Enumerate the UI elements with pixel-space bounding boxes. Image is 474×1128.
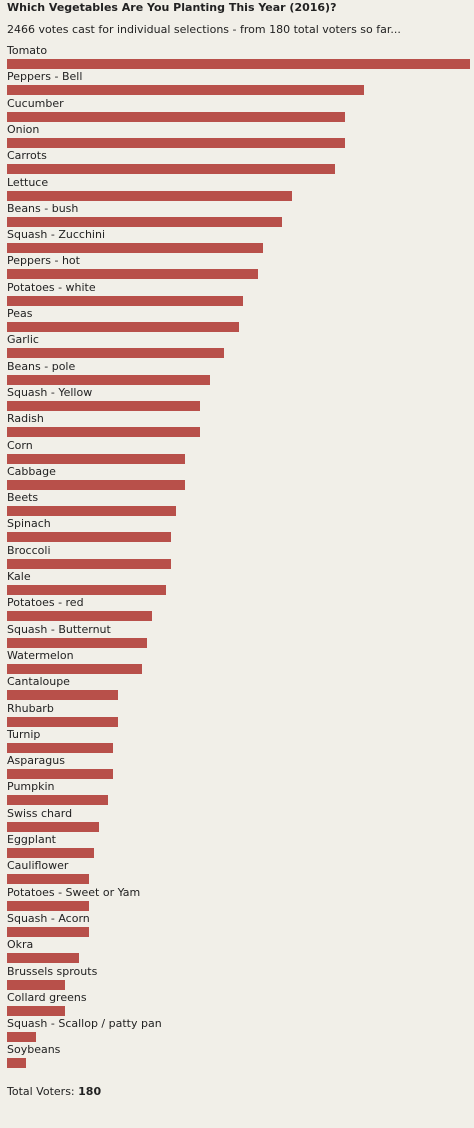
bar [7,216,282,227]
bar [7,585,166,595]
bar [7,532,171,543]
bar [7,821,99,832]
bar [7,1005,65,1016]
bar [7,348,224,359]
bar [7,953,79,964]
bar [7,848,94,858]
bar-label: Turnip [7,727,41,741]
bar-label: Squash - Zucchini [7,228,106,242]
bar [7,190,292,201]
bar [7,716,118,727]
bar-label: Soybeans [7,1043,61,1057]
bar-label: Kale [7,570,31,583]
bar-label: Beets [7,491,39,505]
bar-label: Peppers - Bell [7,70,83,84]
bar-label: Okra [7,938,34,952]
bar [7,979,65,990]
bar [7,427,200,438]
bar-label: Rhubarb [7,701,54,715]
bar-label: Asparagus [7,754,65,768]
bar [7,111,345,122]
bar-label: Broccoli [7,543,51,557]
bar-label: Lettuce [7,175,49,189]
bar-label: Carrots [7,149,47,163]
bar-label: Peas [7,307,33,320]
bar [7,900,89,911]
total-voters-label: Total Voters: [7,1085,75,1098]
bar-label: Spinach [7,517,51,531]
bar-label: Eggplant [7,833,56,846]
bar-label: Beans - pole [7,359,76,373]
bar [7,243,263,254]
total-voters: Total Voters: 180 [7,1085,101,1098]
bar [7,769,113,780]
bar-label: Watermelon [7,648,74,662]
bar [7,558,171,569]
bar-label: Cabbage [7,464,56,478]
bar-label: Peppers - hot [7,254,80,268]
bar-label: Squash - Yellow [7,385,93,399]
bar [7,322,239,332]
bar [7,1058,26,1069]
bar-label: Cantaloupe [7,675,70,689]
bar-label: Potatoes - red [7,596,84,610]
bar-label: Corn [7,438,33,452]
bar [7,663,142,674]
bar-label: Squash - Butternut [7,622,111,636]
bar [7,874,89,885]
bar-label: Garlic [7,333,39,347]
bar-label: Tomato [7,44,48,57]
bar-label: Squash - Acorn [7,911,90,925]
bar [7,400,200,411]
bar [7,795,108,806]
bar-label: Pumpkin [7,780,55,794]
bar-label: Cucumber [7,96,64,110]
bar [7,690,118,701]
bar [7,137,345,148]
bar-label: Swiss chard [7,806,73,820]
bar-label: Beans - bush [7,201,79,215]
bar [7,453,185,464]
bar [7,926,89,937]
bar-label: Potatoes - white [7,280,96,294]
total-voters-value: 180 [78,1085,102,1098]
bar-label: Potatoes - Sweet or Yam [7,885,141,899]
bar [7,742,113,753]
bar [7,164,335,175]
bar-label: Squash - Scallop / patty pan [7,1017,162,1031]
bar [7,85,364,96]
bar [7,295,243,306]
chart-subtitle: 2466 votes cast for individual selection… [7,23,401,36]
bar [7,479,185,490]
bar-label: Brussels sprouts [7,964,98,978]
bar [7,59,470,69]
bar [7,506,176,517]
bar [7,637,147,648]
bar [7,1032,36,1043]
bar-label: Onion [7,122,40,136]
bar-label: Radish [7,412,44,426]
bar [7,611,152,622]
bar-label: Cauliflower [7,859,69,873]
bar [7,374,210,385]
bar [7,269,258,280]
bar-label: Collard greens [7,990,87,1004]
chart-title: Which Vegetables Are You Planting This Y… [7,1,337,14]
